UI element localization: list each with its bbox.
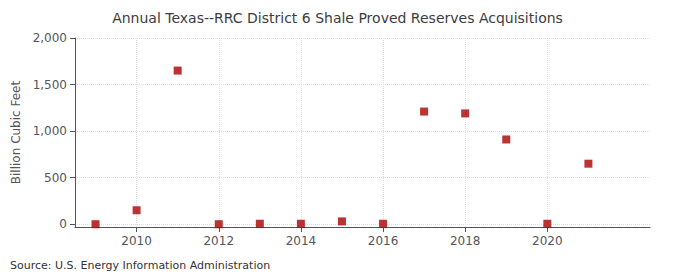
svg-text:Billion Cubic Feet: Billion Cubic Feet	[9, 81, 23, 185]
svg-text:2012: 2012	[203, 234, 234, 248]
svg-text:Annual Texas--RRC District 6 S: Annual Texas--RRC District 6 Shale Prove…	[112, 10, 563, 26]
svg-text:2010: 2010	[121, 234, 152, 248]
svg-text:2020: 2020	[532, 234, 563, 248]
svg-text:2,000: 2,000	[33, 31, 67, 45]
svg-text:1,000: 1,000	[33, 124, 67, 138]
svg-text:1,500: 1,500	[33, 78, 67, 92]
svg-text:2016: 2016	[368, 234, 399, 248]
svg-text:Source: U.S. Energy Informatio: Source: U.S. Energy Information Administ…	[10, 259, 270, 272]
svg-text:2018: 2018	[450, 234, 481, 248]
svg-text:2014: 2014	[286, 234, 317, 248]
svg-text:0: 0	[59, 217, 67, 231]
svg-text:500: 500	[44, 171, 67, 185]
